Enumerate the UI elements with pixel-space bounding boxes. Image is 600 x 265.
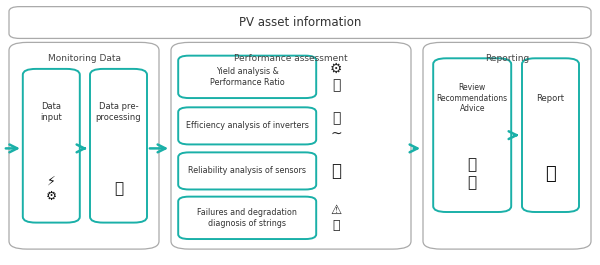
Text: 🔎: 🔎 (114, 181, 123, 196)
FancyBboxPatch shape (90, 69, 147, 223)
FancyBboxPatch shape (178, 107, 316, 144)
Text: ⚠
🖥: ⚠ 🖥 (331, 204, 341, 232)
FancyBboxPatch shape (9, 7, 591, 38)
Text: Review
Recommendations
Advice: Review Recommendations Advice (437, 83, 508, 113)
Text: Failures and degradation
diagnosis of strings: Failures and degradation diagnosis of st… (197, 208, 297, 228)
Text: Monitoring Data: Monitoring Data (47, 54, 121, 63)
FancyBboxPatch shape (522, 58, 579, 212)
Text: Report: Report (536, 94, 565, 103)
FancyBboxPatch shape (178, 56, 316, 98)
Text: Yield analysis &
Performance Ratio: Yield analysis & Performance Ratio (210, 67, 284, 87)
FancyBboxPatch shape (23, 69, 80, 223)
FancyBboxPatch shape (433, 58, 511, 212)
Text: Performance assessment: Performance assessment (234, 54, 348, 63)
Text: 📄
~: 📄 ~ (330, 111, 342, 141)
FancyBboxPatch shape (423, 42, 591, 249)
Text: Data
input: Data input (40, 102, 62, 122)
FancyBboxPatch shape (171, 42, 411, 249)
Text: 📋: 📋 (545, 165, 556, 183)
Text: 💬
👍: 💬 👍 (467, 157, 477, 190)
FancyBboxPatch shape (178, 197, 316, 239)
Text: Data pre-
processing: Data pre- processing (95, 102, 142, 122)
Text: 📡: 📡 (331, 162, 341, 180)
Text: ⚙
🔄: ⚙ 🔄 (330, 62, 342, 92)
Text: ⚡
⚙: ⚡ ⚙ (46, 175, 57, 203)
Text: Reporting: Reporting (485, 54, 529, 63)
Text: PV asset information: PV asset information (239, 16, 361, 29)
Text: Reliability analysis of sensors: Reliability analysis of sensors (188, 166, 306, 175)
FancyBboxPatch shape (178, 152, 316, 189)
FancyBboxPatch shape (9, 42, 159, 249)
Text: Efficiency analysis of inverters: Efficiency analysis of inverters (186, 121, 308, 130)
